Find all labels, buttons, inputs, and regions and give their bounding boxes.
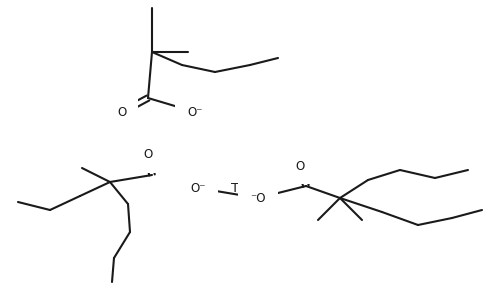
- Text: O⁻: O⁻: [187, 106, 203, 119]
- Text: ⁻O: ⁻O: [250, 191, 266, 204]
- Text: O: O: [295, 160, 305, 173]
- Text: O: O: [143, 148, 153, 161]
- Text: +++: +++: [248, 185, 270, 194]
- Text: O⁻: O⁻: [190, 181, 206, 194]
- Text: O: O: [117, 106, 127, 119]
- Text: Tb: Tb: [232, 181, 248, 194]
